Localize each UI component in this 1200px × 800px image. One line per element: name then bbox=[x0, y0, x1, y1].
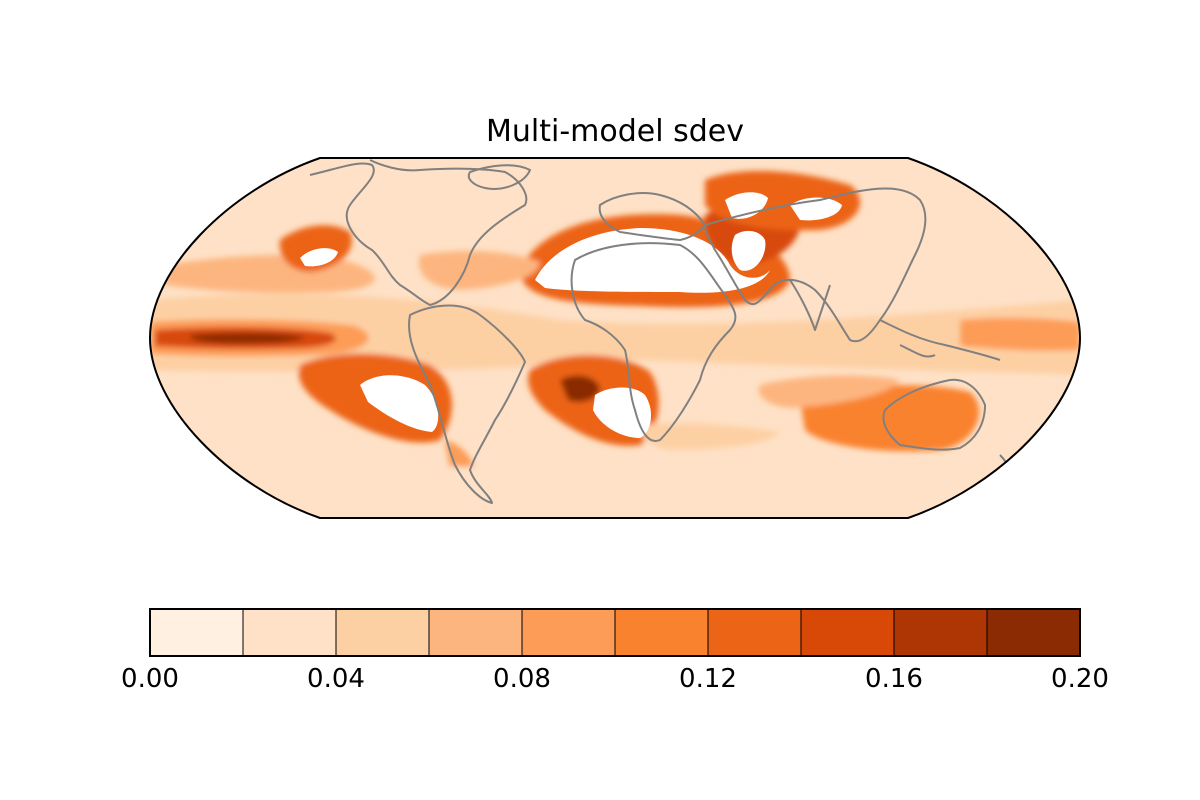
contour-band-tropical bbox=[150, 293, 1080, 375]
colorbar-tick-label: 0.00 bbox=[121, 664, 179, 694]
colorbar-segment bbox=[986, 608, 1081, 657]
colorbar-segment bbox=[800, 608, 895, 657]
coast-europe bbox=[598, 192, 706, 241]
colorbar-segment bbox=[707, 608, 802, 657]
colorbar-tick-label: 0.16 bbox=[865, 664, 923, 694]
colorbar-tick-label: 0.12 bbox=[679, 664, 737, 694]
colorbar-segment bbox=[614, 608, 709, 657]
coast-greenland bbox=[467, 164, 531, 190]
colorbar-frame bbox=[149, 608, 1081, 657]
missing-arabia bbox=[731, 230, 766, 271]
colorbar-tick-label: 0.20 bbox=[1051, 664, 1109, 694]
contour-pacific-itcz-core bbox=[190, 332, 305, 344]
contour-south-atlantic-core bbox=[560, 375, 600, 402]
map-field bbox=[150, 158, 1080, 518]
contour-north-atlantic bbox=[419, 250, 540, 290]
colorbar-segment bbox=[521, 608, 616, 657]
coast-south-america bbox=[408, 304, 526, 504]
colorbar-segment bbox=[242, 608, 337, 657]
coast-africa bbox=[570, 242, 737, 442]
contour-north-pacific bbox=[165, 254, 375, 293]
contour-baja bbox=[279, 225, 352, 272]
missing-baja bbox=[300, 248, 338, 267]
coast-asia bbox=[704, 187, 927, 343]
globe-outline bbox=[148, 157, 1082, 519]
colorbar-tick-label: 0.08 bbox=[493, 664, 551, 694]
chart-title: Multi-model sdev bbox=[486, 114, 744, 149]
coastlines bbox=[309, 159, 1011, 504]
contour-south-indian bbox=[639, 422, 780, 450]
contour-west-pacific bbox=[960, 317, 1080, 351]
contour-southern-ocean bbox=[150, 455, 1080, 518]
colorbar-segment bbox=[428, 608, 523, 657]
contour-australia bbox=[800, 385, 979, 452]
colorbar-segment bbox=[149, 608, 244, 657]
colorbar-segment bbox=[893, 608, 988, 657]
colorbar-segment bbox=[335, 608, 430, 657]
colorbar-tick-label: 0.04 bbox=[307, 664, 365, 694]
colorbar bbox=[149, 608, 1081, 657]
coast-southeast-asia bbox=[879, 319, 1001, 361]
contour-indian-ocean bbox=[758, 375, 900, 408]
missing-south-america bbox=[360, 375, 439, 432]
coast-australia bbox=[882, 378, 986, 451]
coast-india bbox=[789, 279, 831, 331]
missing-southern-africa bbox=[593, 387, 652, 438]
